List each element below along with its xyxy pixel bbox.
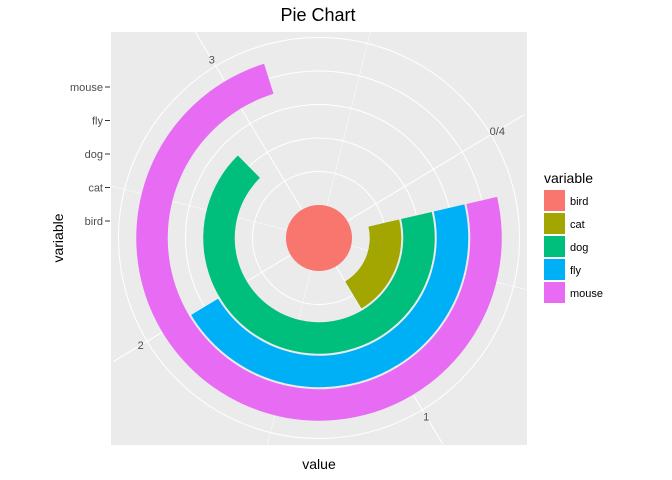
chart-title: Pie Chart [280,5,355,25]
radial-tick-label: dog [85,149,103,161]
radial-tick-label: cat [88,183,103,195]
radial-tick-label: fly [92,116,104,128]
legend-label-dog: dog [570,242,588,254]
legend-label-bird: bird [570,196,588,208]
wedge-bird [285,204,353,272]
legend-key-fly [544,259,565,280]
legend-key-bird [544,190,565,211]
legend: variable bird cat dog fly mouse [544,170,603,303]
theta-tick-label: 2 [138,340,144,352]
wedge-cat [345,219,402,309]
radial-tick-label: bird [85,216,103,228]
chart-wedges [136,63,502,421]
grid-spoke [86,179,320,239]
theta-tick-label: 0/4 [490,126,505,138]
x-axis-title: value [302,456,336,472]
radial-axis: bird cat dog fly mouse [70,82,110,228]
wedge-dog [203,155,435,354]
grid-spoke [194,32,320,239]
legend-key-mouse [544,282,565,303]
theta-tick-labels: 0/4 1 2 3 [138,55,505,424]
legend-key-dog [544,236,565,257]
theta-tick-label: 1 [423,411,429,423]
grid-spoke [318,113,525,239]
legend-title: variable [544,170,593,186]
grid-circle [118,37,520,439]
theta-tick-label: 3 [209,55,215,67]
legend-label-cat: cat [570,219,585,231]
radial-tick-label: mouse [70,82,103,94]
legend-key-cat [544,213,565,234]
legend-label-fly: fly [570,265,582,277]
legend-label-mouse: mouse [570,288,603,300]
wedge-fly [191,204,469,388]
grid-spoke [318,5,378,239]
y-axis-title: variable [50,213,66,262]
